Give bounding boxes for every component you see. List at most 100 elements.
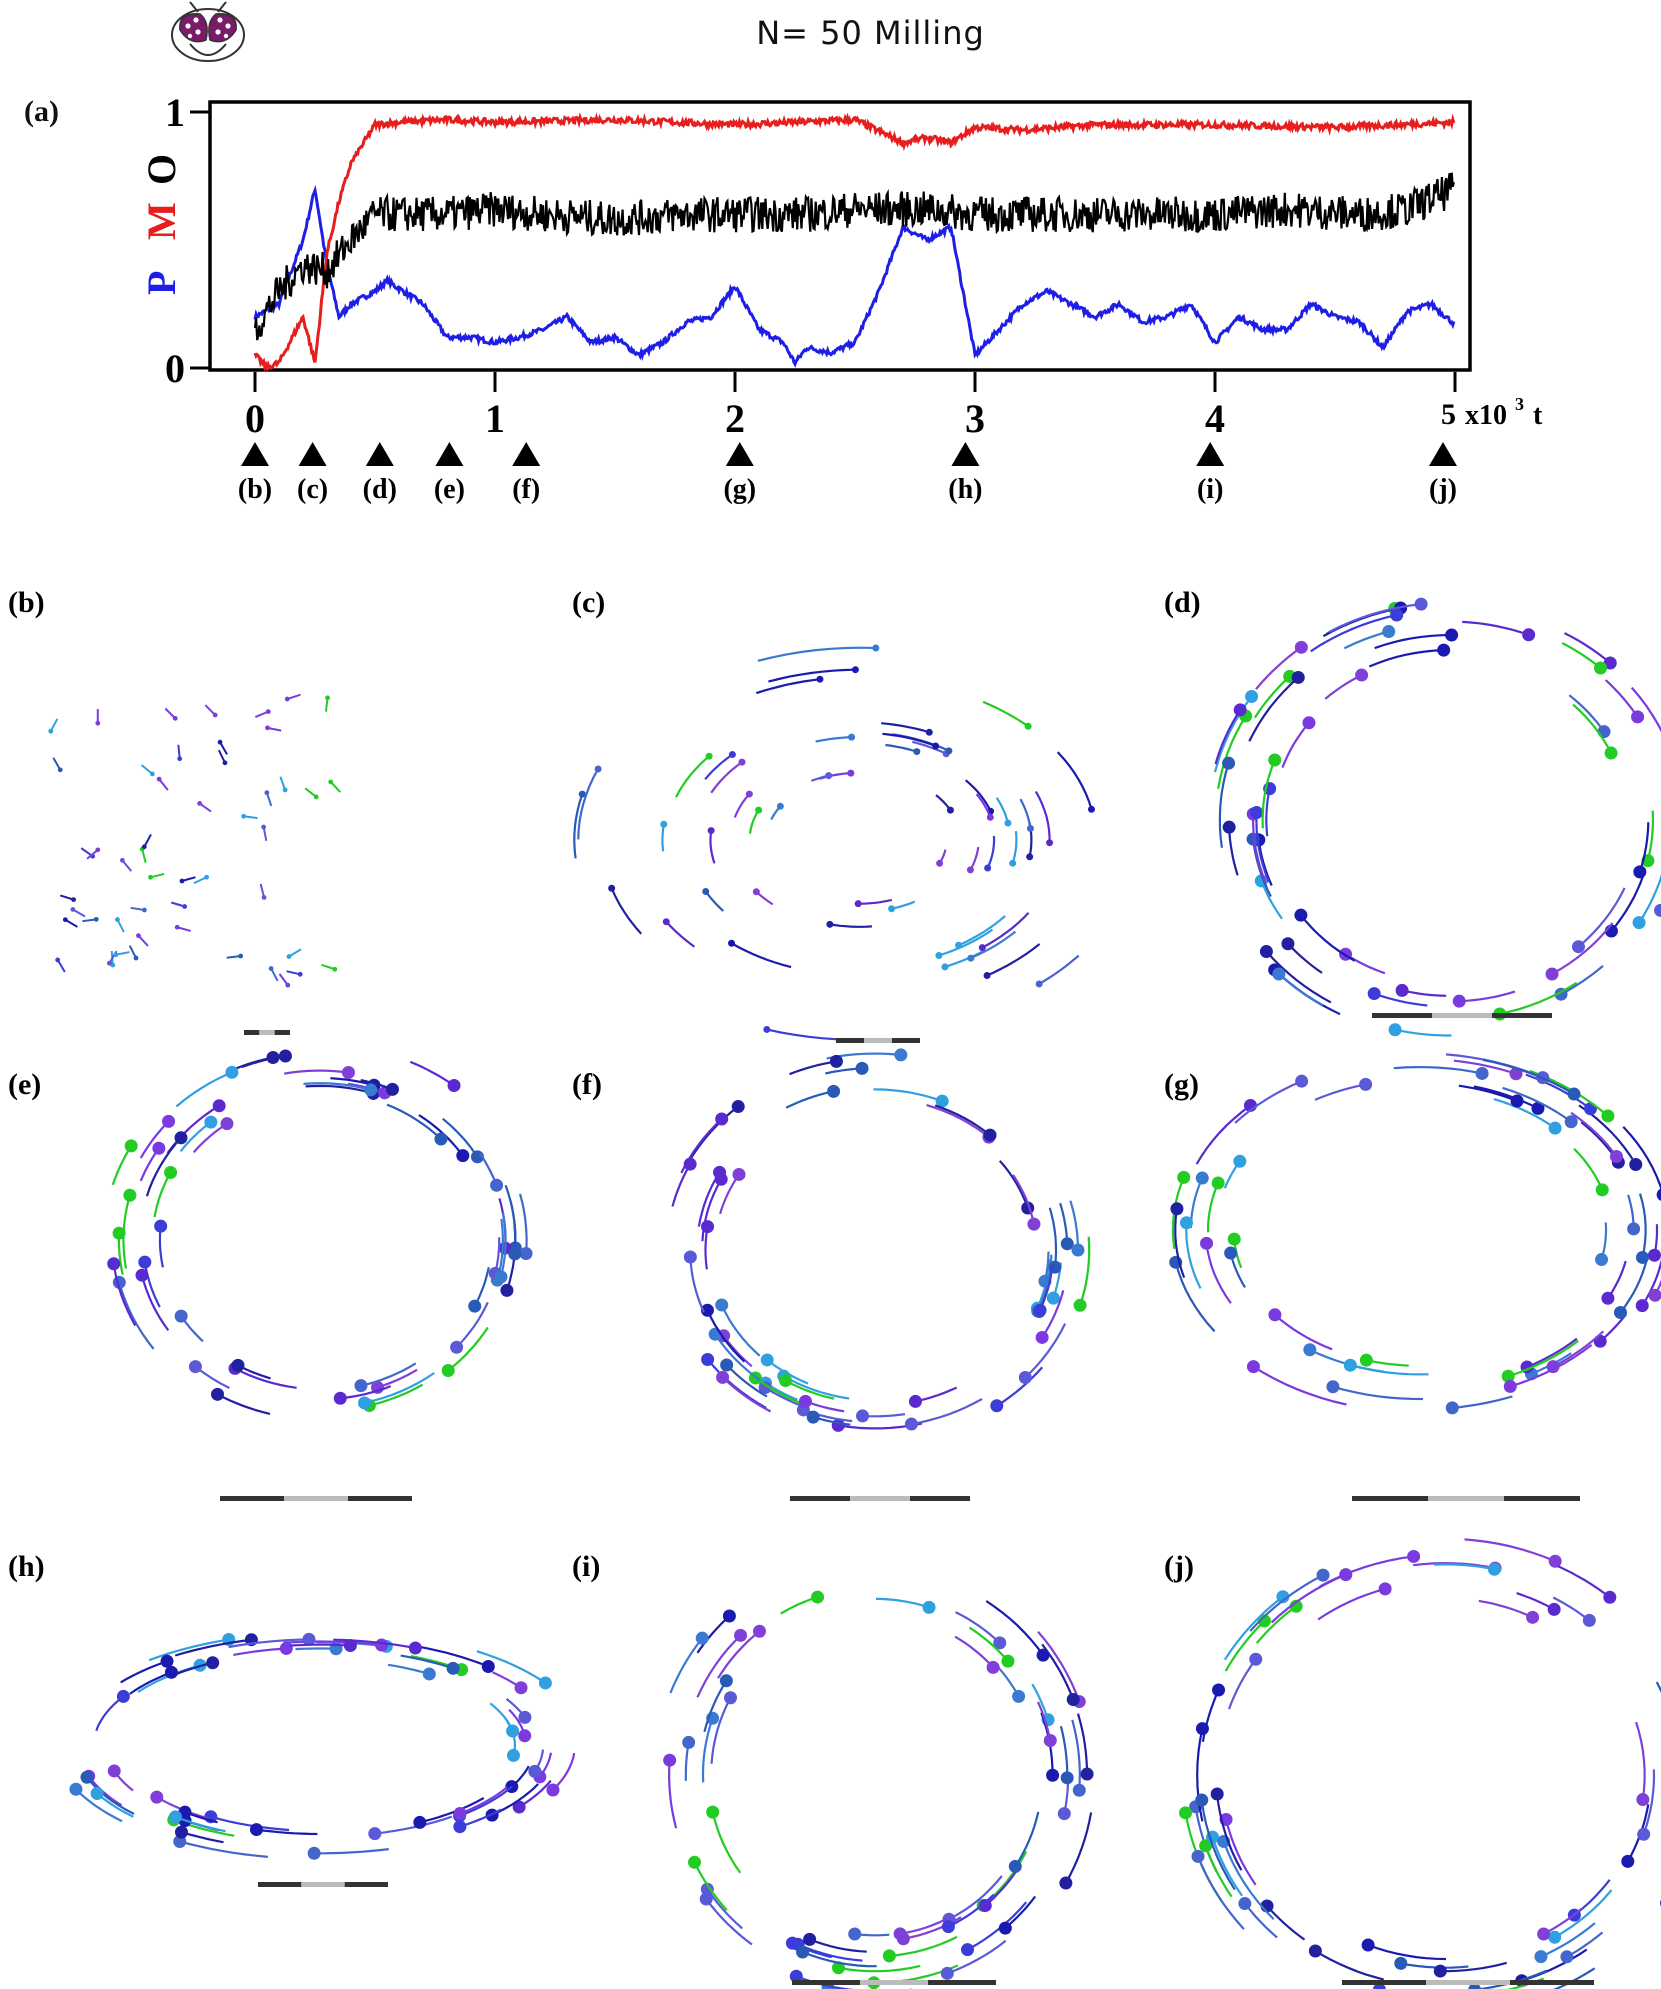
agent bbox=[1475, 1066, 1489, 1080]
agent-trail bbox=[1434, 1563, 1495, 1571]
agent-trail bbox=[996, 1366, 1044, 1407]
agent bbox=[848, 733, 856, 741]
agent bbox=[882, 1949, 896, 1963]
agent-trail bbox=[1310, 613, 1397, 653]
agent bbox=[961, 1943, 975, 1957]
agent-trail bbox=[1071, 1719, 1081, 1791]
agent bbox=[1433, 1964, 1447, 1978]
agent-trail bbox=[975, 793, 992, 818]
agent bbox=[1233, 703, 1247, 717]
agent-trail bbox=[192, 1122, 228, 1154]
agent bbox=[701, 1220, 715, 1234]
agent bbox=[1001, 1654, 1015, 1668]
x-tick-label: 1 bbox=[485, 396, 505, 441]
agent-trail bbox=[706, 1309, 746, 1363]
scale-bar-segment bbox=[836, 1038, 864, 1043]
snapshot-marker-label: (f) bbox=[512, 474, 540, 505]
snapshot-panel-4: (f) bbox=[572, 1048, 1091, 1501]
agent-trail bbox=[733, 793, 751, 818]
agent-trail bbox=[118, 1282, 155, 1350]
agent-trail bbox=[364, 1372, 435, 1404]
agent-trail bbox=[1507, 1339, 1579, 1378]
snapshot-marker-label: (b) bbox=[238, 474, 272, 505]
agent bbox=[450, 1340, 464, 1354]
agent-trail bbox=[1577, 887, 1626, 948]
agent bbox=[1654, 903, 1661, 917]
snapshot-marker-triangle bbox=[1429, 442, 1457, 466]
y-label-P: P bbox=[139, 271, 184, 295]
agent bbox=[241, 813, 247, 819]
agent-trail bbox=[982, 700, 1029, 728]
agent bbox=[123, 1188, 137, 1202]
agent-trail bbox=[1196, 1855, 1245, 1930]
agent-trail bbox=[1394, 1028, 1452, 1037]
x-unit-exponent: 3 bbox=[1515, 394, 1524, 414]
agent bbox=[1268, 753, 1282, 767]
agent-trail bbox=[1036, 1701, 1052, 1741]
agent-trail bbox=[174, 1638, 252, 1657]
agent bbox=[62, 917, 68, 923]
agent bbox=[1526, 1610, 1540, 1624]
agent-trail bbox=[755, 678, 821, 695]
agent-trail bbox=[1374, 634, 1452, 650]
agent bbox=[1072, 1783, 1086, 1797]
snapshot-panel-label: (i) bbox=[572, 1550, 600, 1583]
agent bbox=[1647, 1248, 1661, 1262]
snapshot-panel-label: (g) bbox=[1164, 1068, 1199, 1101]
agent-trail bbox=[669, 1637, 704, 1694]
agent bbox=[1437, 643, 1451, 657]
scale-bar-segment bbox=[1510, 1980, 1594, 1985]
agent bbox=[1027, 1217, 1041, 1231]
agent-trail bbox=[704, 753, 734, 781]
agent bbox=[1303, 1343, 1317, 1357]
agent-trail bbox=[175, 1071, 233, 1108]
agent bbox=[695, 1631, 709, 1645]
agent bbox=[1548, 1930, 1562, 1944]
agent-trail bbox=[661, 824, 665, 852]
snapshot-marker-label: (d) bbox=[363, 474, 397, 505]
agent-trail bbox=[717, 1630, 761, 1679]
agent bbox=[1635, 1299, 1649, 1313]
agent bbox=[113, 952, 119, 958]
agent bbox=[1043, 1734, 1057, 1748]
agent-trail bbox=[1031, 1683, 1050, 1721]
agent-trail bbox=[1655, 1681, 1661, 1694]
agent-trail bbox=[377, 1368, 418, 1389]
snapshot-marker-triangle bbox=[725, 442, 754, 466]
agent-trail bbox=[1037, 1630, 1081, 1702]
agent bbox=[57, 767, 63, 773]
agent bbox=[941, 963, 949, 971]
agent-trail bbox=[1502, 1086, 1572, 1123]
agent-trail bbox=[120, 1660, 168, 1684]
scale-bar-segment bbox=[244, 1030, 260, 1035]
agent-trail bbox=[143, 1261, 161, 1308]
agent bbox=[1246, 1360, 1260, 1374]
agent bbox=[1294, 908, 1308, 922]
agent bbox=[1046, 1291, 1060, 1305]
agent bbox=[1177, 1170, 1191, 1184]
x-tick-label: 0 bbox=[245, 396, 265, 441]
agent bbox=[1233, 1154, 1247, 1168]
agent bbox=[776, 802, 784, 810]
agent bbox=[851, 666, 859, 674]
agent-trail bbox=[1217, 715, 1247, 790]
agent bbox=[1008, 1859, 1022, 1873]
agent-trail bbox=[1079, 1236, 1091, 1306]
agent-trail bbox=[459, 1785, 513, 1817]
agent-trail bbox=[764, 1386, 806, 1409]
agent-trail bbox=[1473, 1085, 1539, 1110]
agent-trail bbox=[417, 1645, 489, 1668]
agent bbox=[1595, 1183, 1609, 1197]
agent bbox=[945, 747, 953, 755]
agent-trail bbox=[1317, 1587, 1386, 1621]
agent bbox=[978, 944, 986, 952]
agent bbox=[701, 1352, 715, 1366]
agent bbox=[80, 1770, 94, 1784]
x-unit-variable: t bbox=[1533, 400, 1543, 431]
agent-trail bbox=[720, 1304, 761, 1357]
agent bbox=[752, 888, 760, 896]
agent bbox=[1503, 1379, 1517, 1393]
agent bbox=[508, 1247, 522, 1261]
agent-trail bbox=[1041, 1289, 1065, 1339]
agent bbox=[1259, 945, 1273, 959]
